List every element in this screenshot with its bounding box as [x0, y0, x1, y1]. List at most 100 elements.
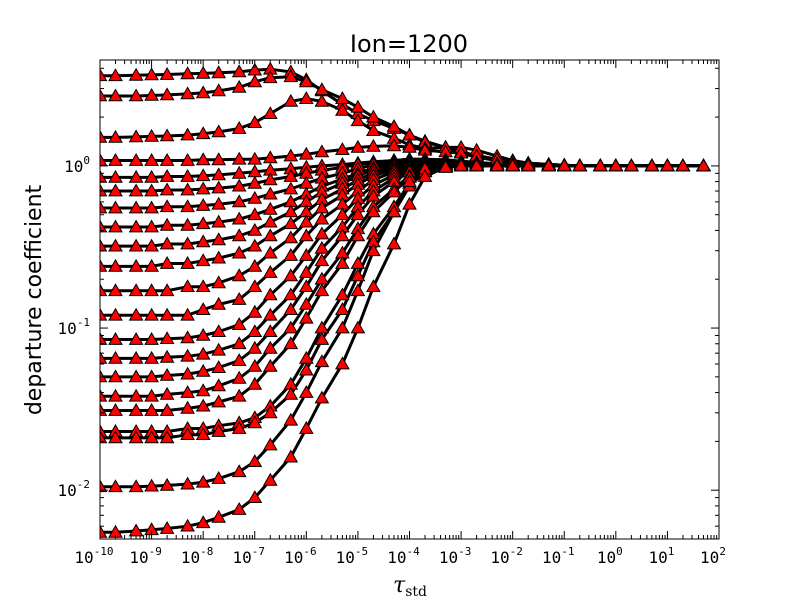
data-point-s7-6: [180, 199, 195, 213]
data-point-s4-18: [386, 138, 402, 152]
data-point-s12-11: [262, 264, 278, 278]
data-point-s15-11: [262, 324, 278, 337]
data-point-s2-7: [195, 85, 211, 99]
data-point-s17-5: [159, 402, 175, 416]
data-point-s21-34: [660, 158, 675, 172]
series-group: [100, 61, 711, 538]
data-point-s21-32: [624, 158, 639, 172]
data-point-s19-6: [180, 427, 195, 440]
data-point-s4-2: [108, 152, 123, 166]
data-point-s4-14: [314, 144, 330, 158]
data-point-s19-13: [298, 362, 314, 376]
data-point-s6-4: [144, 183, 159, 197]
data-point-s21-23: [469, 158, 484, 172]
data-point-s11-12: [283, 230, 299, 244]
data-point-s16-7: [195, 383, 211, 397]
data-point-s21-22: [453, 158, 469, 172]
data-point-s9-2: [108, 238, 123, 252]
data-point-s21-19: [402, 196, 417, 210]
data-point-s11-13: [298, 214, 314, 228]
data-point-s21-31: [608, 158, 624, 172]
data-point-s8-10: [247, 207, 263, 221]
y-tick-label: 100: [64, 154, 90, 176]
data-point-s1-8: [211, 65, 227, 79]
data-point-s9-1: [100, 238, 108, 252]
data-point-s15-4: [144, 369, 159, 383]
data-point-s4-10: [247, 151, 263, 165]
data-point-s14-3: [128, 350, 144, 364]
data-point-s8-2: [108, 219, 123, 233]
data-point-s14-8: [211, 342, 227, 356]
data-point-s6-10: [247, 175, 263, 189]
data-point-s20-18: [386, 204, 402, 218]
plot-frame: [99, 59, 720, 540]
data-point-s14-4: [144, 350, 159, 364]
data-point-s10-12: [283, 216, 299, 230]
x-tick-label: 10-2: [490, 545, 523, 567]
data-point-s7-1: [100, 200, 108, 214]
x-tick-label: 100: [597, 545, 623, 567]
data-point-s14-1: [100, 350, 108, 364]
data-point-s16-3: [128, 388, 144, 402]
data-point-s10-4: [144, 258, 159, 272]
data-point-s8-4: [144, 219, 159, 233]
x-tick-label: 10-6: [284, 545, 317, 567]
data-point-s1-7: [195, 65, 211, 79]
data-point-s5-9: [231, 165, 247, 179]
data-point-s1-4: [144, 67, 159, 81]
data-point-s2-6: [180, 86, 195, 100]
data-point-s6-3: [128, 183, 144, 197]
data-point-s6-7: [195, 181, 211, 195]
data-point-s3-10: [247, 115, 263, 128]
x-tick-label: 10-8: [181, 545, 214, 567]
y-axis-label: departure coefficient: [22, 184, 47, 415]
data-point-s4-7: [195, 152, 211, 166]
data-point-s4-9: [231, 151, 247, 165]
data-point-s3-6: [180, 127, 195, 141]
data-point-s4-12: [283, 148, 299, 162]
y-tick-label: 10-1: [57, 316, 90, 338]
data-point-s10-1: [100, 258, 108, 272]
data-point-s16-8: [211, 378, 227, 392]
data-point-s2-17: [366, 109, 381, 123]
data-point-s20-1: [100, 479, 108, 493]
x-tick-label: 10-1: [542, 545, 575, 567]
data-point-s9-8: [211, 232, 227, 246]
data-point-s12-9: [231, 291, 247, 305]
data-point-s21-16: [350, 320, 366, 334]
data-point-s17-15: [335, 255, 350, 269]
data-point-s13-3: [128, 331, 144, 345]
data-point-s4-8: [211, 152, 227, 166]
data-point-s21-14: [314, 390, 330, 404]
data-point-s2-1: [100, 88, 108, 102]
data-point-s15-16: [350, 207, 366, 221]
data-point-s2-12: [283, 69, 299, 83]
data-point-s15-15: [335, 228, 350, 242]
data-point-s21-21: [438, 159, 453, 173]
data-point-s19-7: [195, 427, 211, 440]
data-point-s12-10: [247, 279, 263, 292]
data-point-s17-2: [108, 402, 123, 416]
data-point-s15-8: [211, 360, 227, 373]
data-point-s15-2: [108, 369, 123, 383]
data-point-s20-17: [366, 243, 381, 257]
data-point-s20-7: [195, 474, 211, 488]
data-point-s21-7: [195, 515, 211, 529]
data-point-s10-3: [128, 258, 144, 272]
data-point-s8-5: [159, 217, 175, 231]
x-axis-label-subscript: std: [405, 584, 427, 600]
data-point-s16-12: [283, 320, 299, 334]
data-point-s2-8: [211, 83, 227, 97]
data-point-s20-13: [298, 385, 314, 398]
data-point-s19-4: [144, 430, 159, 444]
data-point-s20-16: [350, 283, 366, 297]
data-point-s3-1: [100, 129, 108, 143]
data-point-s21-13: [298, 420, 314, 434]
data-point-s2-9: [231, 79, 247, 93]
data-point-s9-3: [128, 238, 144, 252]
data-point-s5-4: [144, 169, 159, 183]
data-point-s9-10: [247, 222, 263, 236]
data-point-s13-10: [247, 304, 263, 318]
data-point-s19-1: [100, 430, 108, 444]
